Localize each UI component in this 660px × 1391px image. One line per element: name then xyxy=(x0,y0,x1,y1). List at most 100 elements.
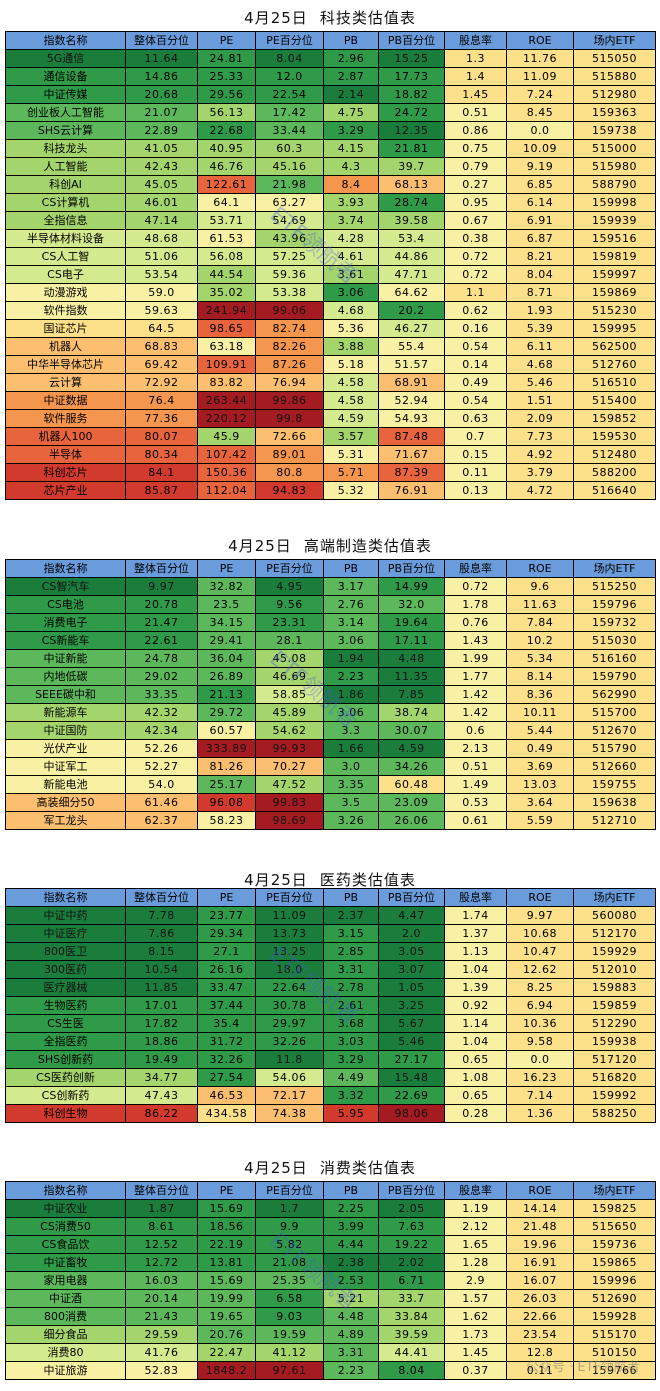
value-cell: 159732 xyxy=(573,613,656,632)
value-cell: 63.27 xyxy=(255,193,324,212)
section-date: 4月25日 xyxy=(244,871,308,889)
index-name-cell: 动漫游戏 xyxy=(5,283,126,302)
value-cell: 69.42 xyxy=(125,355,198,374)
value-cell: 35.02 xyxy=(197,283,256,302)
value-cell: 0.15 xyxy=(444,445,507,464)
value-cell: 0.53 xyxy=(444,793,507,812)
index-name-cell: 高装细分50 xyxy=(5,793,126,812)
table-row: CS人工智 51.06 56.08 57.25 4.61 44.86 0.72 8.21 159… xyxy=(5,247,656,266)
header-row: 指数名称 整体百分位 PE PE百分位 PB PB百分位 股息率 ROE 场内ETF xyxy=(5,888,656,907)
column-header: PB百分位 xyxy=(378,31,445,50)
value-cell: 87.39 xyxy=(378,463,445,482)
value-cell: 1.4 xyxy=(444,67,507,86)
index-name-cell: 机器人 xyxy=(5,337,126,356)
value-cell: 3.3 xyxy=(323,721,379,740)
index-name-cell: SEEE碳中和 xyxy=(5,685,126,704)
value-cell: 19.59 xyxy=(255,1325,324,1344)
value-cell: 71.67 xyxy=(378,445,445,464)
value-cell: 0.75 xyxy=(444,139,507,158)
value-cell: 1.42 xyxy=(444,703,507,722)
value-cell: 5.59 xyxy=(506,811,574,830)
value-cell: 68.13 xyxy=(378,175,445,194)
index-name-cell: 细分食品 xyxy=(5,1325,126,1344)
table-row: 机器人100 80.07 45.9 72.66 3.57 87.48 0.7 7.73 1595… xyxy=(5,427,656,446)
index-name-cell: 软件指数 xyxy=(5,301,126,320)
section-title: 4月25日 消费类估值表 xyxy=(5,1157,655,1178)
value-cell: 0.95 xyxy=(444,193,507,212)
column-header: PE百分位 xyxy=(255,888,324,907)
value-cell: 159928 xyxy=(573,1307,656,1326)
value-cell: 512480 xyxy=(573,445,656,464)
value-cell: 84.1 xyxy=(125,463,198,482)
value-cell: 11.09 xyxy=(255,906,324,925)
value-cell: 3.88 xyxy=(323,337,379,356)
value-cell: 24.72 xyxy=(378,103,445,122)
value-cell: 22.61 xyxy=(125,631,198,650)
value-cell: 29.59 xyxy=(125,1325,198,1344)
index-name-cell: SHS云计算 xyxy=(5,121,126,140)
value-cell: 38.74 xyxy=(378,703,445,722)
value-cell: 159736 xyxy=(573,1235,656,1254)
value-cell: 23.54 xyxy=(506,1325,574,1344)
value-cell: 21.81 xyxy=(378,139,445,158)
value-cell: 159638 xyxy=(573,793,656,812)
value-cell: 32.26 xyxy=(255,1032,324,1051)
value-cell: 2.23 xyxy=(323,667,379,686)
column-header: PB百分位 xyxy=(378,1181,445,1200)
value-cell: 99.83 xyxy=(255,793,324,812)
value-cell: 2.25 xyxy=(323,1199,379,1218)
value-cell: 5.46 xyxy=(378,1032,445,1051)
value-cell: 0.6 xyxy=(444,721,507,740)
value-cell: 42.34 xyxy=(125,721,198,740)
value-cell: 41.12 xyxy=(255,1343,324,1362)
value-cell: 45.05 xyxy=(125,175,198,194)
value-cell: 25.17 xyxy=(197,775,256,794)
value-cell: 19.49 xyxy=(125,1050,198,1069)
value-cell: 64.5 xyxy=(125,319,198,338)
table-row: 云计算 72.92 83.82 76.94 4.58 68.91 0.49 5.46 51651… xyxy=(5,373,656,392)
value-cell: 74.38 xyxy=(255,1104,324,1123)
column-header: PE百分位 xyxy=(255,559,324,578)
index-name-cell: SHS创新药 xyxy=(5,1050,126,1069)
value-cell: 21.07 xyxy=(125,103,198,122)
value-cell: 1.39 xyxy=(444,978,507,997)
value-cell: 220.12 xyxy=(197,409,256,428)
value-cell: 45.89 xyxy=(255,703,324,722)
index-name-cell: CS新能车 xyxy=(5,631,126,650)
value-cell: 159996 xyxy=(573,1271,656,1290)
value-cell: 1.37 xyxy=(444,924,507,943)
value-cell: 1.65 xyxy=(444,1235,507,1254)
value-cell: 1.66 xyxy=(323,739,379,758)
section-date: 4月25日 xyxy=(244,9,308,27)
table-row: 中证军工 52.27 81.26 70.27 3.0 34.26 0.51 3.69 51266… xyxy=(5,757,656,776)
value-cell: 8.4 xyxy=(323,175,379,194)
value-cell: 4.68 xyxy=(506,355,574,374)
value-cell: 17.01 xyxy=(125,996,198,1015)
value-cell: 3.79 xyxy=(506,463,574,482)
value-cell: 4.49 xyxy=(323,1068,379,1087)
value-cell: 9.97 xyxy=(506,906,574,925)
value-cell: 53.71 xyxy=(197,211,256,230)
value-cell: 515250 xyxy=(573,577,656,596)
index-name-cell: CS创新药 xyxy=(5,1086,126,1105)
index-name-cell: 全指信息 xyxy=(5,211,126,230)
value-cell: 47.71 xyxy=(378,265,445,284)
value-cell: 60.3 xyxy=(255,139,324,158)
value-cell: 18.82 xyxy=(378,85,445,104)
column-header: 场内ETF xyxy=(573,1181,656,1200)
value-cell: 56.08 xyxy=(197,247,256,266)
value-cell: 12.35 xyxy=(378,121,445,140)
value-cell: 54.0 xyxy=(125,775,198,794)
table-row: 中证中药 7.78 23.77 11.09 2.37 4.47 1.74 9.97 560080 xyxy=(5,906,656,925)
value-cell: 512980 xyxy=(573,85,656,104)
value-cell: 12.62 xyxy=(506,960,574,979)
value-cell: 94.83 xyxy=(255,481,324,500)
table-row: 家用电器 16.03 15.69 25.35 2.53 6.71 2.9 16.07 15999… xyxy=(5,1271,656,1290)
value-cell: 1.04 xyxy=(444,960,507,979)
value-cell: 3.61 xyxy=(323,265,379,284)
valuation-table: 指数名称 整体百分位 PE PE百分位 PB PB百分位 股息率 ROE 场内ETF 中证中药 7.… xyxy=(5,888,656,1123)
index-name-cell: CS人工智 xyxy=(5,247,126,266)
value-cell: 18.56 xyxy=(197,1217,256,1236)
value-cell: 3.0 xyxy=(323,757,379,776)
value-cell: 0.72 xyxy=(444,247,507,266)
